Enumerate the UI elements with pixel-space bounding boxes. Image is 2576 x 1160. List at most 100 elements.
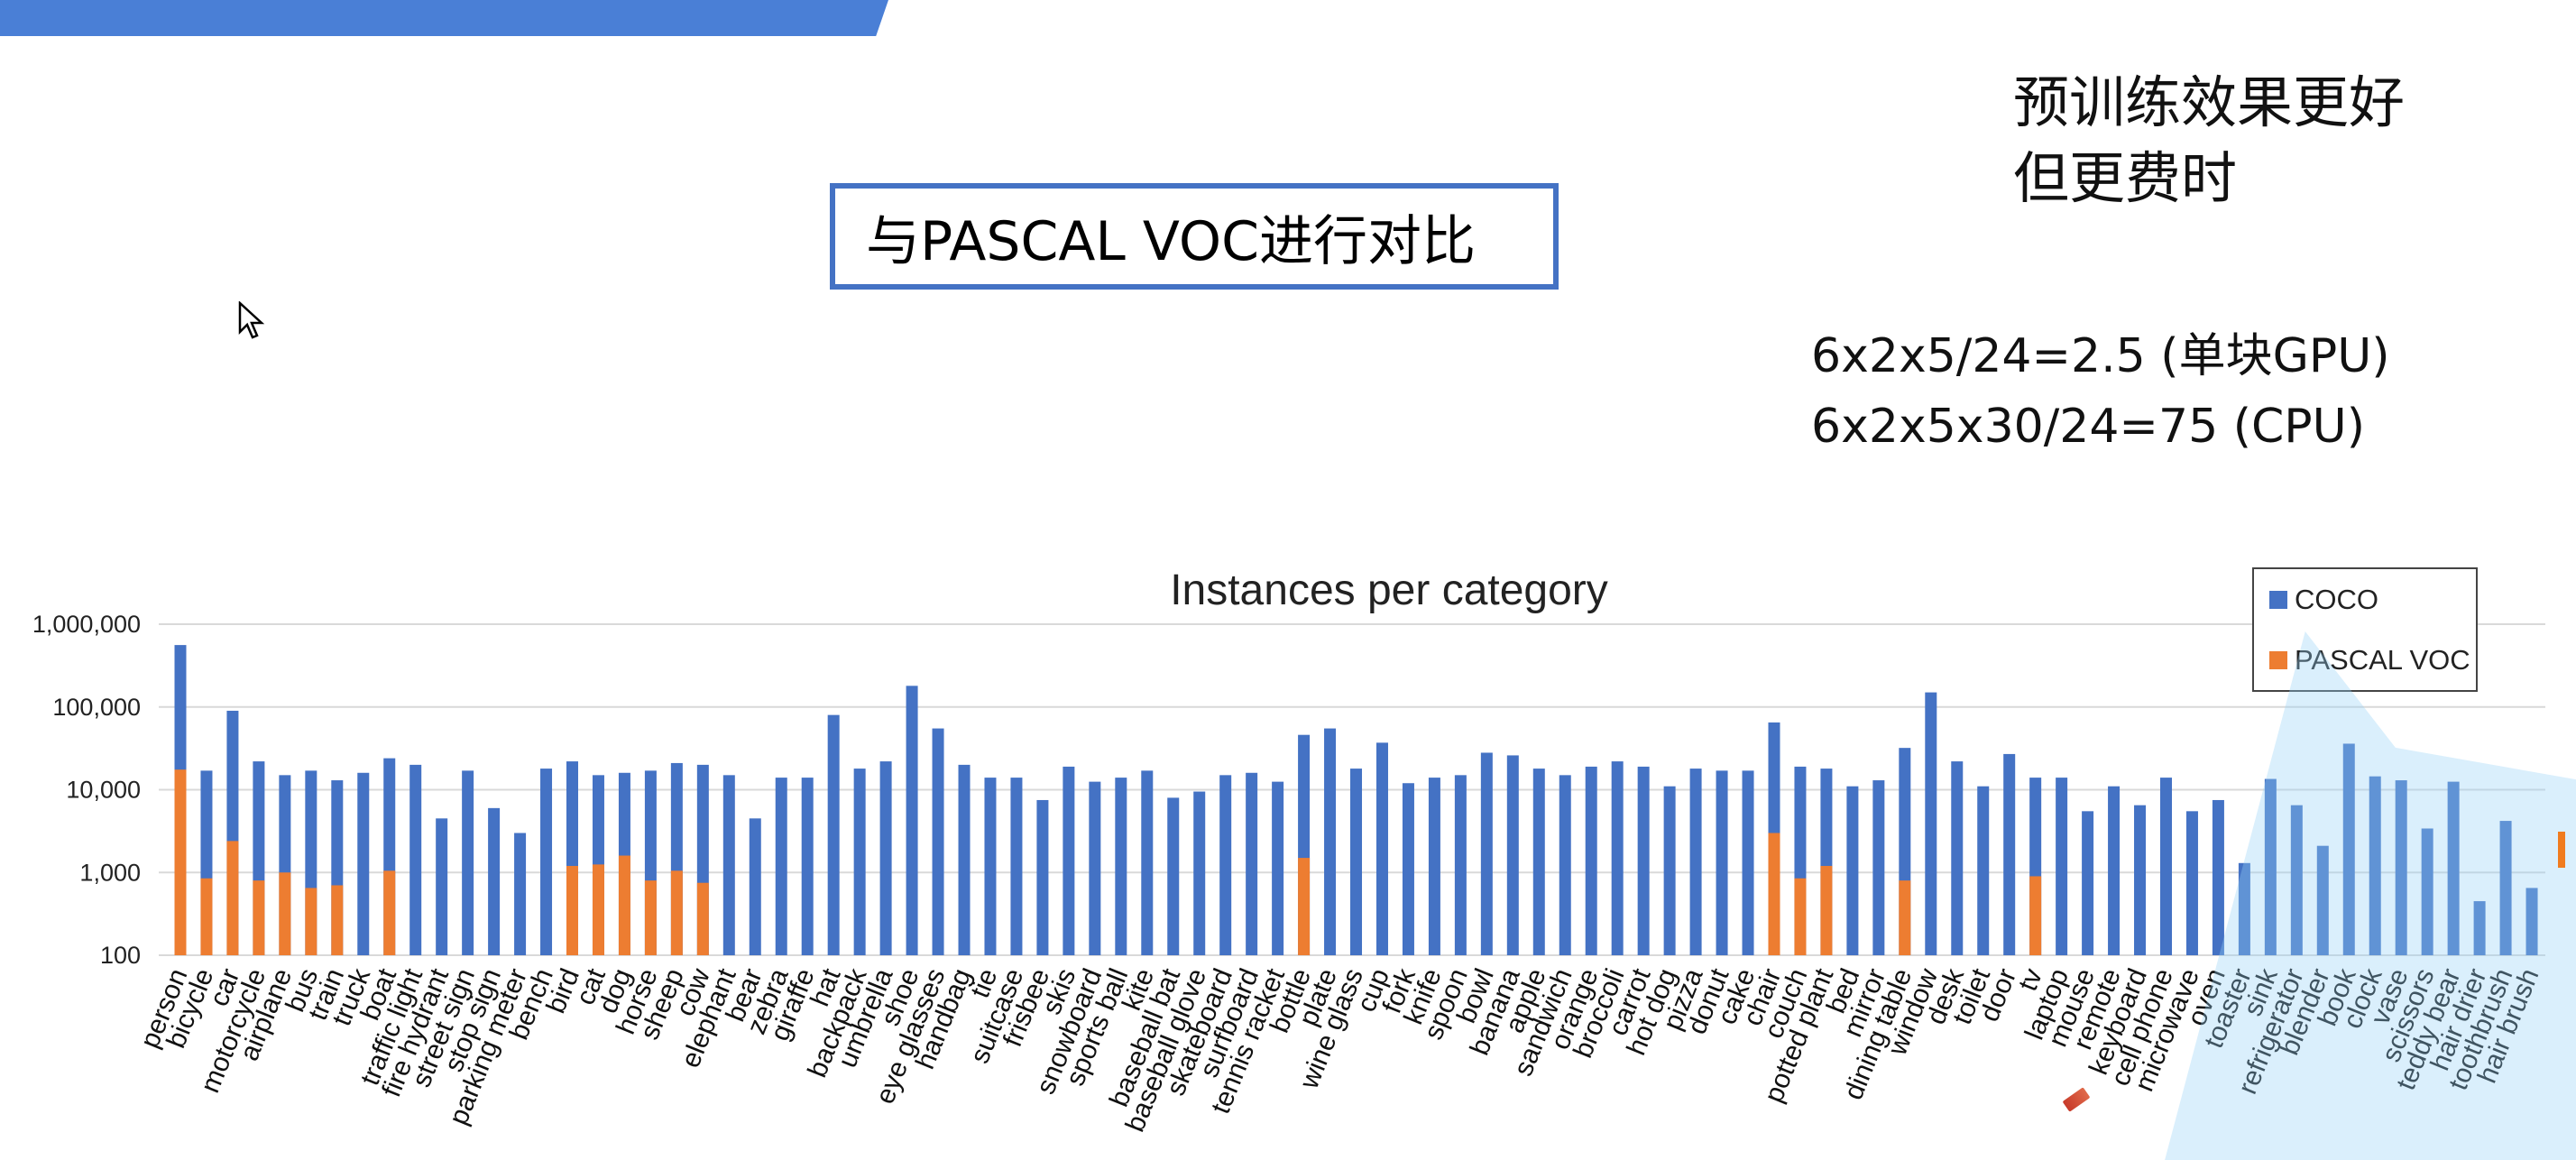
bar-coco (1506, 755, 1519, 955)
bar-pascal-voc (696, 882, 709, 955)
bar-coco (1977, 786, 1990, 955)
edge-marker (2558, 832, 2565, 868)
bar-coco (1167, 797, 1180, 955)
bar-coco (1872, 780, 1885, 955)
bar-pascal-voc (618, 855, 630, 955)
bar-coco (1272, 781, 1284, 955)
bar-coco (357, 772, 370, 955)
bar-pascal-voc (383, 870, 396, 955)
bar-pascal-voc (305, 888, 317, 955)
bar-coco (1951, 761, 1964, 955)
bar-coco (2185, 811, 2198, 955)
bar-coco (1454, 775, 1467, 955)
y-tick-label: 1,000 (79, 859, 141, 886)
bar-coco (1532, 769, 1545, 955)
bar-coco (1402, 783, 1414, 955)
y-tick-label: 100 (100, 942, 141, 969)
bar-coco (1063, 766, 1075, 955)
bar-coco (2342, 743, 2355, 955)
bar-coco (853, 769, 866, 955)
bar-coco (2525, 888, 2538, 955)
bar-coco (2003, 753, 2016, 955)
bar-coco (540, 769, 553, 955)
bar-coco (2421, 828, 2433, 955)
bar-coco (2056, 778, 2068, 955)
bar-pascal-voc (331, 885, 344, 955)
bar-coco (2499, 821, 2512, 955)
bar-pascal-voc (592, 864, 604, 955)
bar-coco (2159, 778, 2172, 955)
mouse-pointer-icon (238, 301, 265, 339)
calc-line-2: 6x2x5x30/24=75 (CPU) (1811, 400, 2365, 454)
bar-coco (436, 818, 448, 955)
bar-coco (488, 807, 501, 955)
bar-coco (1480, 752, 1493, 955)
bar-coco (1559, 775, 1571, 955)
bar-coco (1036, 799, 1049, 955)
legend-coco-label: COCO (2295, 584, 2378, 615)
legend: COCO PASCAL VOC (2252, 567, 2478, 692)
bar-coco (984, 778, 997, 955)
bar-coco (1089, 781, 1101, 955)
bar-coco (1925, 692, 1937, 955)
y-tick-label: 10,000 (66, 777, 141, 804)
bar-coco (1141, 770, 1154, 955)
bar-coco (1585, 766, 1597, 955)
legend-voc-swatch (2269, 651, 2287, 669)
bar-coco (1246, 772, 1258, 955)
bar-coco (409, 764, 422, 955)
bar-coco (2473, 901, 2486, 955)
category-labels: personbicyclecarmotorcycleairplanebustra… (135, 963, 2545, 1136)
bar-coco (1193, 791, 1206, 955)
bar-coco (1375, 742, 1388, 955)
bar-coco (514, 833, 527, 955)
bar-pascal-voc (1768, 833, 1780, 955)
bar-coco (906, 686, 918, 955)
bar-coco (1689, 769, 1702, 955)
bar-coco (879, 761, 892, 955)
bar-pascal-voc (1794, 878, 1807, 955)
bar-coco (1716, 770, 1728, 955)
bar-pascal-voc (174, 769, 187, 955)
y-axis-ticks: 100 1,000 10,000 100,000 1,000,000 (32, 611, 141, 969)
legend-voc-label: PASCAL VOC (2295, 644, 2470, 676)
bar-pascal-voc (253, 880, 265, 955)
legend-coco-swatch (2269, 591, 2287, 609)
instances-chart: Instances per category 1001,00010,000100… (32, 566, 2545, 1136)
bar-coco (749, 818, 761, 955)
calc-line-1: 6x2x5/24=2.5 (单块GPU) (1811, 329, 2390, 383)
bar-pascal-voc (566, 865, 579, 955)
bar-coco (1663, 786, 1676, 955)
bar-coco (801, 778, 814, 955)
bar-pascal-voc (1298, 858, 1311, 955)
bar-coco (1637, 766, 1650, 955)
bar-coco (932, 728, 944, 955)
bar-coco (1010, 778, 1023, 955)
bar-pascal-voc (2029, 876, 2042, 955)
bar-coco (1742, 770, 1754, 955)
calc-text: 6x2x5/24=2.5 (单块GPU) 6x2x5x30/24=75 (CPU… (1811, 321, 2390, 462)
bar-coco (2316, 845, 2329, 955)
bar-coco (2134, 805, 2147, 955)
slide-title: 与PASCAL VOC进行对比 (830, 183, 1559, 290)
bar-pascal-voc (200, 878, 213, 955)
chart-title: Instances per category (1170, 566, 1608, 614)
bar-coco (1219, 775, 1232, 955)
bar-coco (2290, 805, 2303, 955)
bar-coco (775, 778, 787, 955)
bar-pascal-voc (1899, 880, 1911, 955)
bar-coco (2264, 778, 2277, 955)
bar-coco (1846, 786, 1859, 955)
bar-coco (1428, 778, 1440, 955)
bar-coco (1115, 778, 1127, 955)
bar-coco (2212, 799, 2224, 955)
y-tick-label: 100,000 (52, 694, 141, 721)
bar-coco (722, 775, 735, 955)
bar-coco (2395, 780, 2407, 955)
y-tick-label: 1,000,000 (32, 611, 141, 638)
bar-pascal-voc (226, 841, 239, 955)
legend-box (2252, 567, 2478, 692)
bar-coco (462, 770, 474, 955)
bar-coco (827, 714, 840, 955)
bar-coco (2238, 862, 2250, 955)
